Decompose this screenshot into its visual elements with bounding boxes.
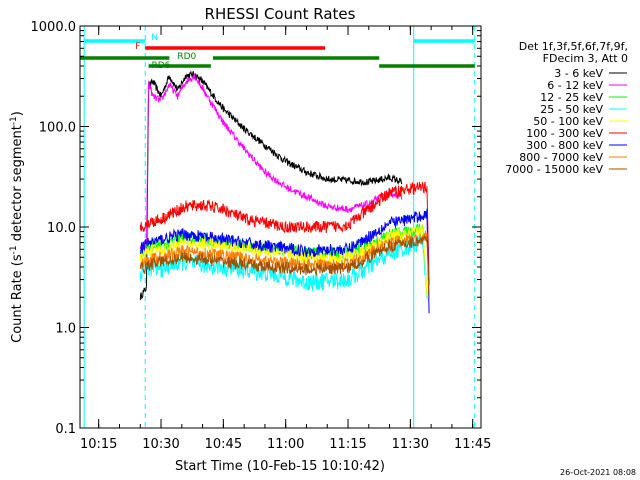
y-tick-label: 10.0 — [47, 221, 76, 236]
x-axis-label: Start Time (10-Feb-15 10:10:42) — [175, 459, 385, 474]
flag-label-f: F — [135, 42, 140, 52]
x-tick-label: 10:30 — [142, 437, 179, 452]
legend-entry-label: 300 - 800 keV — [526, 139, 603, 152]
legend-entry-label: 100 - 300 keV — [526, 127, 603, 140]
legend-entry-label: 7000 - 15000 keV — [505, 163, 603, 176]
y-axis-label: Count Rate (s-1 detector segment-1) — [9, 111, 25, 343]
legend-header-fdecim: FDecim 3, Att 0 — [543, 52, 628, 65]
x-tick-label: 10:15 — [80, 437, 117, 452]
y-axis-label-part: -1 — [9, 116, 19, 125]
series-line-6-12kev — [139, 73, 403, 250]
x-tick-label: 11:00 — [267, 437, 304, 452]
y-axis-label-part: Count Rate (s — [10, 254, 25, 343]
x-tick-label: 11:45 — [454, 437, 491, 452]
legend-header-detectors: Det 1f,3f,5f,6f,7f,9f, — [519, 40, 628, 53]
series-line-7000-15000kev — [139, 234, 430, 299]
y-axis-label-part: ) — [10, 111, 25, 116]
flag-label-rd0: RD0 — [177, 52, 196, 62]
x-tick-label: 11:30 — [392, 437, 429, 452]
series-line-100-300kev — [139, 181, 430, 286]
series-line-300-800kev — [139, 208, 430, 314]
timestamp: 26-Oct-2021 08:08 — [560, 468, 636, 477]
y-tick-label: 100.0 — [39, 121, 76, 136]
legend: Det 1f,3f,5f,6f,7f,9f, FDecim 3, Att 0 3… — [505, 40, 628, 176]
legend-entry-label: 50 - 100 keV — [533, 115, 603, 128]
y-tick-label: 0.1 — [55, 422, 76, 437]
legend-entry-label: 800 - 7000 keV — [519, 151, 603, 164]
y-axis-label-part: detector segment — [10, 125, 25, 245]
y-tick-label: 1000.0 — [31, 20, 77, 35]
legend-entry-label: 25 - 50 keV — [540, 103, 603, 116]
flag-label-n: N — [151, 33, 158, 43]
plot-area: NFRD6RD0 — [80, 26, 476, 428]
legend-entry-label: 12 - 25 keV — [540, 91, 603, 104]
y-tick-label: 1.0 — [55, 322, 76, 337]
y-axis-label-part: -1 — [9, 245, 19, 254]
series-line-3-6kev — [139, 70, 403, 301]
x-tick-label: 10:45 — [205, 437, 242, 452]
series-line-800-7000kev — [139, 230, 430, 296]
x-tick-label: 11:15 — [329, 437, 366, 452]
legend-entry-label: 3 - 6 keV — [554, 67, 603, 80]
axes: 1000.0 100.0 10.0 1.0 0.1 10:15 10:30 10:45 11:0… — [31, 20, 492, 452]
chart-title: RHESSI Count Rates — [205, 5, 356, 23]
legend-entry-label: 6 - 12 keV — [547, 79, 603, 92]
